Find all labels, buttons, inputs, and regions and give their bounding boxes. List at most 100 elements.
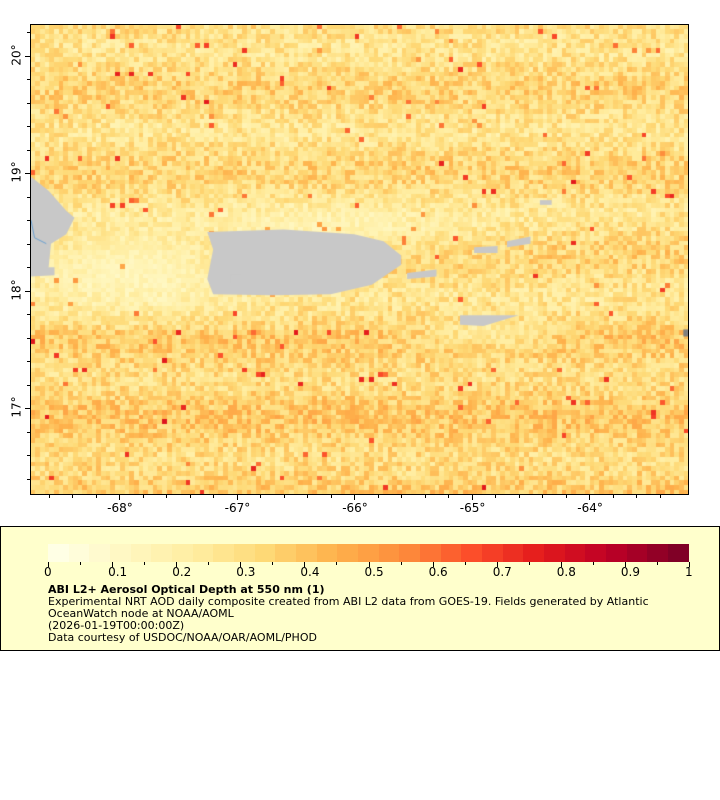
lon-tick bbox=[471, 494, 473, 500]
colorbar-tick-label: 0.7 bbox=[492, 565, 512, 579]
aod-map bbox=[31, 25, 688, 494]
lon-tick bbox=[307, 494, 309, 498]
colorbar-swatch bbox=[213, 544, 235, 562]
colorbar-swatch bbox=[647, 544, 669, 562]
colorbar-tick-label: 0.2 bbox=[172, 565, 192, 579]
lon-label: -65° bbox=[459, 501, 486, 515]
colorbar-tick bbox=[400, 562, 402, 565]
lon-tick bbox=[542, 494, 544, 498]
colorbar-swatch bbox=[89, 544, 111, 562]
lon-tick bbox=[636, 494, 638, 498]
lat-tick bbox=[27, 102, 31, 104]
colorbar-tick-label: 0.4 bbox=[300, 565, 320, 579]
lat-tick bbox=[25, 408, 31, 410]
colorbar-tick bbox=[560, 562, 562, 567]
lon-tick bbox=[401, 494, 403, 498]
colorbar-tick bbox=[689, 562, 690, 567]
lat-tick bbox=[25, 55, 31, 57]
colorbar-swatch bbox=[151, 544, 173, 562]
colorbar-swatch bbox=[68, 544, 90, 562]
colorbar-tick-label: 0.6 bbox=[428, 565, 448, 579]
lon-label: -67° bbox=[224, 501, 251, 515]
lon-tick bbox=[612, 494, 614, 498]
colorbar-tick bbox=[176, 562, 178, 567]
colorbar-swatch bbox=[461, 544, 483, 562]
lon-tick bbox=[589, 494, 591, 500]
colorbar-swatch bbox=[420, 544, 441, 562]
colorbar-swatch bbox=[234, 544, 255, 562]
colorbar-tick bbox=[208, 562, 210, 565]
lat-tick bbox=[27, 243, 31, 245]
lon-tick bbox=[377, 494, 379, 498]
lon-tick bbox=[119, 494, 121, 500]
colorbar-swatch bbox=[585, 544, 607, 562]
colorbar-swatch bbox=[275, 544, 297, 562]
legend-time: (2026-01-19T00:00:00Z) bbox=[48, 619, 185, 632]
lon-tick bbox=[213, 494, 215, 498]
lon-tick bbox=[518, 494, 520, 498]
colorbar-tick-label: 0.9 bbox=[620, 565, 640, 579]
lat-tick bbox=[27, 149, 31, 151]
colorbar-tick-label: 0.3 bbox=[236, 565, 256, 579]
lon-tick bbox=[142, 494, 144, 498]
legend-description-1: Experimental NRT AOD daily composite cre… bbox=[48, 595, 649, 608]
lat-tick bbox=[27, 126, 31, 128]
colorbar-tick-label: 1 bbox=[685, 565, 693, 579]
colorbar-tick bbox=[656, 562, 658, 565]
lat-label: 18° bbox=[9, 279, 24, 301]
lat-tick bbox=[27, 337, 31, 339]
lon-label: -64° bbox=[577, 501, 603, 515]
lat-tick bbox=[27, 455, 31, 457]
colorbar-swatch bbox=[606, 544, 627, 562]
colorbar-tick bbox=[624, 562, 626, 567]
lat-label: 17° bbox=[9, 396, 24, 418]
colorbar-swatch bbox=[110, 544, 131, 562]
colorbar-tick bbox=[368, 562, 370, 567]
colorbar-swatch bbox=[626, 544, 648, 562]
colorbar-swatch bbox=[296, 544, 317, 562]
colorbar-swatch bbox=[48, 544, 69, 562]
colorbar-tick bbox=[144, 562, 146, 565]
lon-label: -68° bbox=[107, 501, 133, 515]
lon-tick bbox=[236, 494, 238, 500]
lon-tick bbox=[189, 494, 191, 498]
colorbar-swatch bbox=[130, 544, 152, 562]
colorbar-swatch bbox=[378, 544, 400, 562]
lon-tick bbox=[48, 494, 50, 498]
lon-tick bbox=[330, 494, 332, 498]
colorbar-tick-label: 0.1 bbox=[108, 565, 128, 579]
lon-label: -66° bbox=[342, 501, 368, 515]
colorbar-tick bbox=[112, 562, 114, 567]
legend-credit: Data courtesy of USDOC/NOAA/OAR/AOML/PHO… bbox=[48, 631, 317, 644]
colorbar-tick bbox=[592, 562, 594, 565]
lon-tick bbox=[72, 494, 74, 498]
lon-tick bbox=[166, 494, 168, 498]
colorbar-swatch bbox=[668, 544, 689, 562]
lon-tick bbox=[659, 494, 661, 498]
colorbar-tick bbox=[528, 562, 530, 565]
colorbar-swatch bbox=[523, 544, 545, 562]
colorbar-tick bbox=[80, 562, 82, 565]
lat-tick bbox=[27, 478, 31, 480]
lat-tick bbox=[25, 290, 31, 292]
colorbar-swatch bbox=[172, 544, 193, 562]
lat-tick bbox=[27, 220, 31, 222]
colorbar-tick bbox=[304, 562, 306, 567]
lat-tick bbox=[27, 267, 31, 269]
colorbar-swatch bbox=[358, 544, 379, 562]
legend-description-2: OceanWatch node at NOAA/AOML bbox=[48, 607, 234, 620]
lat-tick bbox=[27, 196, 31, 198]
lon-tick bbox=[354, 494, 356, 500]
colorbar-swatch bbox=[254, 544, 276, 562]
lat-tick bbox=[27, 361, 31, 363]
colorbar-tick bbox=[432, 562, 434, 567]
colorbar-swatch bbox=[337, 544, 359, 562]
lat-tick bbox=[27, 32, 31, 34]
lon-tick bbox=[283, 494, 285, 498]
colorbar-tick bbox=[240, 562, 242, 567]
lon-tick bbox=[495, 494, 497, 498]
lat-tick bbox=[27, 384, 31, 386]
colorbar-swatch bbox=[482, 544, 503, 562]
colorbar-tick bbox=[496, 562, 498, 567]
colorbar-swatch bbox=[399, 544, 421, 562]
